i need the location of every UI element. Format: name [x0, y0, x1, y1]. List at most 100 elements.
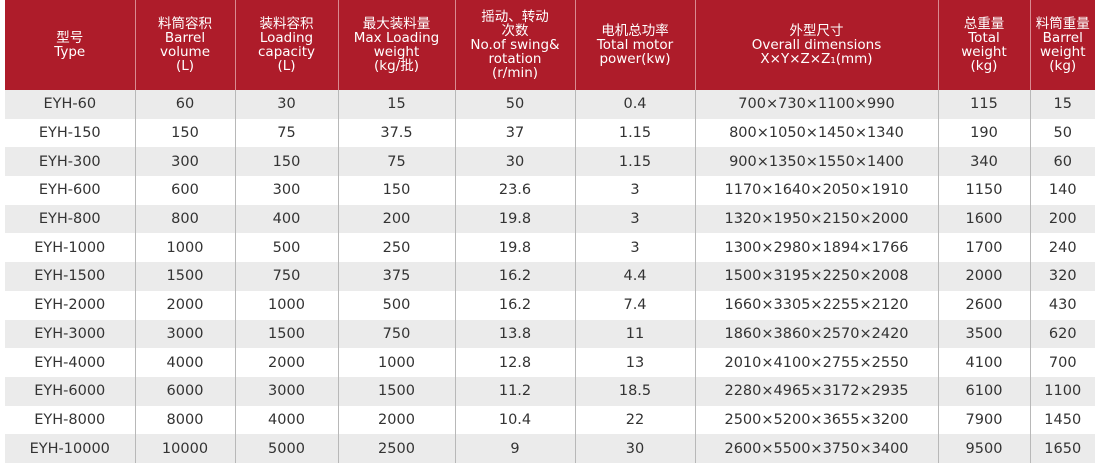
- table-cell: 13.8: [454, 319, 575, 349]
- table-cell: EYH-1000: [34, 239, 106, 256]
- table-cell: 37.5: [337, 118, 455, 148]
- table-cell: 60: [134, 90, 235, 119]
- table-cell: 23.6: [454, 176, 575, 205]
- table-row: EYH-2000 2000 1000 500 16.2 7.4 1660×3305×2255…: [5, 290, 1095, 320]
- table-cell: 200: [1029, 204, 1095, 234]
- table-cell: 300: [234, 176, 338, 205]
- table-row: EYH-300 300 150 75 30 1.15 900×1350×1550×1400 3…: [5, 147, 1095, 177]
- table-cell: 1500×3195×2250×2008: [694, 262, 938, 291]
- header-line: 次数: [501, 23, 529, 39]
- table-cell: 2000: [134, 290, 235, 320]
- table-cell: EYH-60: [5, 90, 135, 119]
- header-cell: 最大装料量 Max Loading weight (kg/批): [337, 0, 455, 90]
- table-cell: 150: [134, 118, 235, 148]
- table-cell: EYH-300: [5, 147, 135, 177]
- header-line: weight: [961, 44, 1007, 60]
- header-line: Barrel: [1042, 30, 1083, 46]
- table-row: EYH-8000 8000 4000 2000 10.4 22 2500×5200×3655…: [5, 405, 1095, 435]
- table-cell: 900×1350×1550×1400: [694, 147, 938, 177]
- table-cell: 140: [1029, 176, 1095, 205]
- table-cell: EYH-4000: [34, 354, 106, 371]
- table-cell: 9: [454, 434, 575, 463]
- table-cell: EYH-1500: [5, 262, 135, 291]
- table-cell: 3000: [234, 376, 338, 406]
- table-cell: 6000: [134, 376, 235, 406]
- table-cell: 620: [1029, 319, 1095, 349]
- header-line: 电机总功率: [601, 23, 669, 39]
- header-cell: 总重量 Total weight (kg): [937, 0, 1030, 90]
- table-cell: 4000: [134, 348, 235, 377]
- header-line: 料筒容积: [158, 16, 212, 32]
- table-cell: 500: [234, 233, 338, 263]
- table-cell: 700: [1029, 348, 1095, 377]
- header-cell: 料筒容积 Barrel volume (L): [134, 0, 235, 90]
- header-line: capacity: [258, 44, 315, 60]
- table-cell: 15: [1029, 90, 1095, 119]
- header-line: No.of swing&: [470, 37, 560, 53]
- table-cell: EYH-3000: [5, 319, 135, 349]
- header-line: (kg): [970, 58, 998, 74]
- header-cell: 电机总功率 Total motor power(kw): [574, 0, 695, 90]
- table-row: EYH-60 60 30 15 50 0.4 700×730×1100×990 115 15: [5, 90, 1095, 119]
- table-cell: 5000: [234, 434, 338, 463]
- table-cell: 2000: [937, 262, 1030, 291]
- table-cell: 1450: [1029, 405, 1095, 435]
- table-cell: 75: [234, 118, 338, 148]
- table-cell: 1320×1950×2150×2000: [694, 204, 938, 234]
- table-cell: 15: [337, 90, 455, 119]
- header-line: (L): [277, 58, 296, 74]
- table-cell: 10000: [134, 434, 235, 463]
- table-cell: 2000: [337, 405, 455, 435]
- table-cell: 1500: [337, 376, 455, 406]
- table-cell: 10.4: [454, 405, 575, 435]
- table-cell: 16.2: [454, 262, 575, 291]
- table-cell: 1600: [937, 204, 1030, 234]
- table-row: EYH-4000 4000 2000 1000 12.8 13 2010×4100×2755…: [5, 348, 1095, 377]
- table-cell: 800: [134, 204, 235, 234]
- table-cell: 1500: [134, 262, 235, 291]
- table-cell: 1.15: [574, 147, 695, 177]
- table-cell: 11.2: [454, 376, 575, 406]
- table-cell: 300: [134, 147, 235, 177]
- table-cell: 240: [1029, 233, 1095, 263]
- table-cell: EYH-2000: [34, 297, 106, 314]
- table-cell: EYH-10000: [5, 434, 135, 463]
- table-cell: 600: [134, 176, 235, 205]
- table-cell: 430: [1029, 290, 1095, 320]
- table-cell: 750: [337, 319, 455, 349]
- header-line: 总重量: [963, 16, 1005, 32]
- header-line: (kg): [1049, 58, 1077, 74]
- table-cell: 9500: [937, 434, 1030, 463]
- header-line: X×Y×Z×Z₁(mm): [760, 51, 873, 67]
- header-line: 最大装料量: [362, 16, 431, 32]
- table-cell: 7.4: [574, 290, 695, 320]
- table-cell: 19.8: [454, 233, 575, 263]
- header-line: Overall dimensions: [751, 37, 882, 53]
- table-row: EYH-600 600 300 150 23.6 3 1170×1640×2050×1910…: [5, 176, 1095, 205]
- header-line: Barrel: [164, 30, 206, 46]
- table-cell: 3: [574, 204, 695, 234]
- table-cell: 150: [234, 147, 338, 177]
- table-cell: 750: [234, 262, 338, 291]
- spec-table: 型号 Type 料筒容积 Barrel volume (L) 装料容积 Loading capa…: [5, 0, 1095, 463]
- header-cell: 装料容积 Loading capacity (L): [234, 0, 338, 90]
- table-cell: 400: [234, 204, 338, 234]
- header-line: Type: [54, 44, 86, 60]
- table-cell: 2010×4100×2755×2550: [694, 348, 938, 377]
- table-cell: 2500: [337, 434, 455, 463]
- table-cell: 340: [937, 147, 1030, 177]
- table-cell: 1700: [937, 233, 1030, 263]
- header-cell: 外型尺寸 Overall dimensions X×Y×Z×Z₁(mm): [694, 0, 938, 90]
- header-line: (r/min): [491, 65, 539, 81]
- table-cell: 4000: [234, 405, 338, 435]
- table-cell: 115: [937, 90, 1030, 119]
- table-cell: 11: [574, 319, 695, 349]
- table-cell: 30: [574, 434, 695, 463]
- header-line: Total: [968, 30, 1000, 46]
- table-cell: 1.15: [574, 118, 695, 148]
- table-cell: EYH-8000: [34, 411, 106, 428]
- header-cell: 料筒重量 Barrel weight (kg): [1029, 0, 1095, 90]
- table-cell: 2600: [937, 290, 1030, 320]
- header-line: power(kw): [599, 51, 671, 67]
- table-row: EYH-10000 10000 5000 2500 9 30 2600×5500×3750×…: [5, 434, 1095, 463]
